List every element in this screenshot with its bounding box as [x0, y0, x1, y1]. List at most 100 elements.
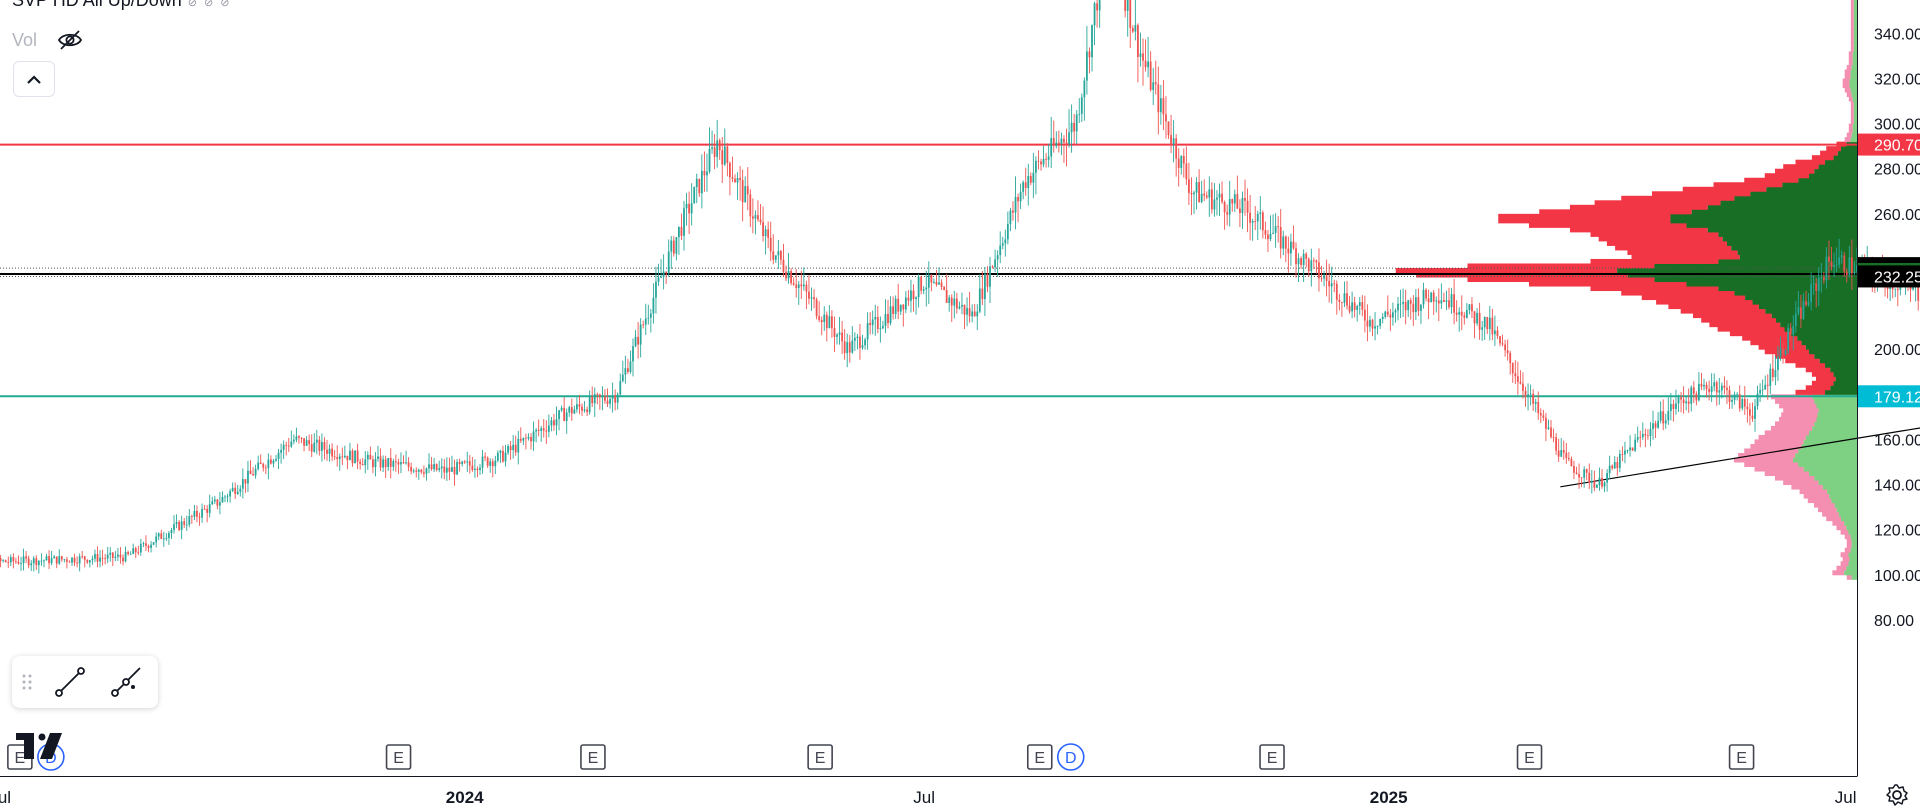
candle-body: [729, 163, 731, 177]
vp-bar-up: [1670, 218, 1857, 223]
drawing-toolbar[interactable]: [12, 656, 158, 708]
candle-body: [1045, 159, 1047, 160]
vp-bar-up: [1844, 570, 1857, 575]
candle-body: [1586, 469, 1588, 473]
candle-body: [910, 291, 912, 301]
eye-off-icon[interactable]: [53, 26, 87, 54]
candle-body: [420, 470, 422, 472]
candle-body: [362, 464, 364, 465]
candle-body: [120, 555, 122, 558]
candle-body: [219, 502, 221, 505]
tradingview-logo-icon[interactable]: [16, 733, 62, 764]
event-marker: E: [387, 745, 411, 769]
vp-bar-up: [1850, 83, 1857, 88]
candle-body: [1502, 343, 1504, 344]
candle-body: [1843, 255, 1845, 271]
candle-body: [816, 299, 818, 316]
candle-body: [382, 459, 384, 467]
candle-body: [252, 474, 254, 475]
candle-body: [1188, 179, 1190, 193]
price-tick-label: 320.00: [1874, 71, 1920, 88]
candle-body: [655, 282, 657, 298]
candle-body: [135, 548, 137, 552]
candle-body: [163, 538, 165, 539]
candle-body: [726, 146, 728, 162]
candle-body: [41, 561, 43, 562]
volume-legend[interactable]: Vol: [12, 26, 87, 54]
candle-body: [979, 289, 981, 312]
candle-body: [349, 451, 351, 460]
candle-body: [61, 556, 63, 559]
vp-bar-down: [1738, 453, 1795, 458]
candle-body: [1683, 400, 1685, 404]
candle-body: [1718, 390, 1720, 392]
candle-body: [701, 171, 703, 193]
candle-body: [51, 558, 53, 563]
candle-body: [1262, 213, 1264, 231]
candle-body: [1476, 313, 1478, 324]
vp-bar-up: [1692, 209, 1857, 214]
candle-body: [1326, 275, 1328, 281]
indicator-settings-icons[interactable]: ⊘ ⊘ ⊘: [188, 0, 232, 9]
candle-body: [619, 381, 621, 394]
vp-bar-down: [1849, 51, 1853, 56]
candle-body: [1073, 123, 1075, 132]
candle-body: [767, 229, 769, 237]
candle-body: [1430, 293, 1432, 303]
vp-bar-down: [1832, 521, 1844, 526]
candle-body: [1081, 97, 1083, 114]
candle-body: [1808, 302, 1810, 305]
candle-body: [1007, 224, 1009, 239]
candle-body: [1703, 385, 1705, 386]
candle-body: [38, 561, 40, 565]
candle-body: [69, 562, 71, 563]
candle-body: [698, 179, 700, 193]
candle-body: [1407, 300, 1409, 310]
vp-bar-down: [1714, 182, 1783, 187]
vp-bar-up: [1818, 412, 1857, 417]
candle-body: [158, 533, 160, 536]
vp-bar-down: [1832, 570, 1844, 575]
candle-body: [696, 179, 698, 187]
candle-body: [423, 472, 425, 473]
volume-label: Vol: [12, 30, 37, 51]
candle-body: [183, 521, 185, 524]
candle-body: [1076, 115, 1078, 132]
candle-body: [1463, 316, 1465, 318]
candle-body: [7, 562, 9, 563]
vp-bar-up: [1844, 521, 1857, 526]
vp-bar-up: [1853, 124, 1857, 129]
candle-body: [867, 323, 869, 340]
candle-body: [176, 522, 178, 524]
candle-body: [918, 277, 920, 297]
indicator-legend[interactable]: SVP HD All Up/Down⊘ ⊘ ⊘: [12, 0, 232, 11]
collapse-legend-button[interactable]: [13, 61, 55, 97]
candle-body: [1706, 385, 1708, 389]
candle-body: [1183, 156, 1185, 163]
drag-grip-icon[interactable]: [12, 672, 42, 692]
vp-bar-down: [1599, 236, 1723, 241]
candle-body: [1191, 193, 1193, 194]
candle-body: [1201, 194, 1203, 202]
candle-body: [1461, 312, 1463, 316]
vp-bar-up: [1851, 137, 1857, 142]
candle-body: [1219, 194, 1221, 198]
settings-gear-icon[interactable]: [1886, 784, 1908, 806]
candle-body: [1308, 259, 1310, 271]
candle-body: [181, 521, 183, 530]
vp-bar-up: [1854, 0, 1857, 2]
candle-body: [602, 396, 604, 397]
candle-body: [438, 468, 440, 470]
ray-tool-icon[interactable]: [98, 656, 154, 708]
candle-body: [306, 440, 308, 446]
trend-line-icon[interactable]: [42, 656, 98, 708]
candle-body: [1593, 481, 1595, 488]
vp-bar-up: [1782, 182, 1857, 187]
candle-body: [1466, 310, 1468, 318]
candle-body: [326, 450, 328, 454]
candle-body: [556, 419, 558, 425]
candle-body: [1678, 397, 1680, 403]
candle-body: [1795, 313, 1797, 326]
candle-body: [449, 468, 451, 472]
